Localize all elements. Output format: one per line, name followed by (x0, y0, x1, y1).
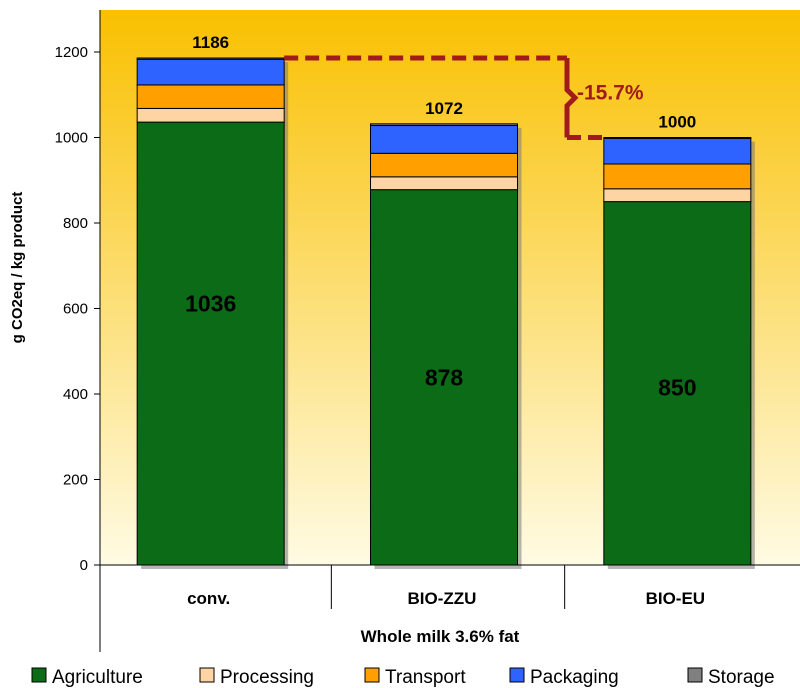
legend-swatch (364, 667, 380, 683)
total-label: 1186 (192, 33, 229, 52)
total-label: 1000 (658, 113, 696, 132)
x-tick-label: conv. (187, 589, 230, 608)
bar-segment-agriculture (603, 201, 752, 566)
bar-segment-packaging (136, 58, 285, 86)
annotation-label: -15.7% (577, 82, 644, 105)
x-tick-label: BIO-EU (646, 589, 706, 608)
legend-swatch (199, 667, 215, 683)
y-tick-label: 600 (63, 301, 88, 318)
bar-stack-bio-eu: 1000 850 (603, 113, 755, 569)
y-tick-label: 800 (63, 215, 88, 232)
bar-segment-packaging (370, 125, 518, 154)
annotation-bracket (564, 57, 579, 138)
bar-segment-transport (136, 84, 285, 109)
total-label: 1072 (425, 99, 463, 118)
bar-segment-packaging (603, 137, 752, 165)
bar-segment-agriculture (370, 189, 518, 566)
agriculture-value-label: 850 (658, 374, 696, 400)
bar-segment-transport (603, 163, 752, 190)
x-axis-label: Whole milk 3.6% fat (361, 627, 520, 646)
y-tick-label: 200 (63, 472, 88, 489)
legend-swatch (31, 667, 47, 683)
legend-item-processing: Processing (199, 667, 314, 688)
bars: 1186 1036 1072 878 1000 850 (136, 33, 755, 570)
bar-segment-storage (370, 123, 518, 127)
bar-stack-conv: 1186 1036 (136, 33, 289, 570)
bar-segment-storage (136, 57, 285, 60)
y-axis: 0 200 400 600 800 1000 1200 (55, 10, 101, 652)
bar-stack-bio-zzu: 1072 878 (370, 99, 522, 569)
y-tick-label: 0 (80, 557, 88, 574)
legend-label: Transport (385, 667, 466, 688)
difference-annotation: -15.7% (284, 55, 644, 140)
bar-segment-agriculture (136, 121, 285, 566)
y-axis-label: g CO2eq / kg product (9, 192, 26, 344)
legend-item-agriculture: Agriculture (31, 667, 143, 688)
legend-item-packaging: Packaging (509, 667, 619, 688)
bar-segment-processing (603, 188, 752, 203)
bar-segment-storage (603, 137, 752, 139)
agriculture-value-label: 1036 (185, 291, 236, 317)
legend-label: Processing (220, 667, 314, 688)
legend-label: Agriculture (52, 667, 143, 688)
legend-label: Storage (708, 667, 775, 688)
bar-segment-processing (370, 176, 518, 191)
legend-item-storage: Storage (687, 667, 775, 688)
agriculture-value-label: 878 (425, 364, 464, 390)
x-axis: conv. BIO-ZZU BIO-EU (94, 564, 800, 609)
legend-swatch (509, 667, 525, 683)
legend-swatch (687, 667, 703, 683)
bar-segment-processing (136, 107, 285, 123)
legend-item-transport: Transport (364, 667, 466, 688)
x-tick-label: BIO-ZZU (408, 589, 477, 608)
legend: Agriculture Processing Transport Packaging S… (31, 667, 775, 688)
bar-segment-transport (370, 152, 518, 178)
legend-label: Packaging (530, 667, 619, 688)
y-tick-label: 1000 (55, 130, 88, 147)
y-tick-label: 400 (63, 386, 88, 403)
y-tick-label: 1200 (55, 44, 88, 61)
